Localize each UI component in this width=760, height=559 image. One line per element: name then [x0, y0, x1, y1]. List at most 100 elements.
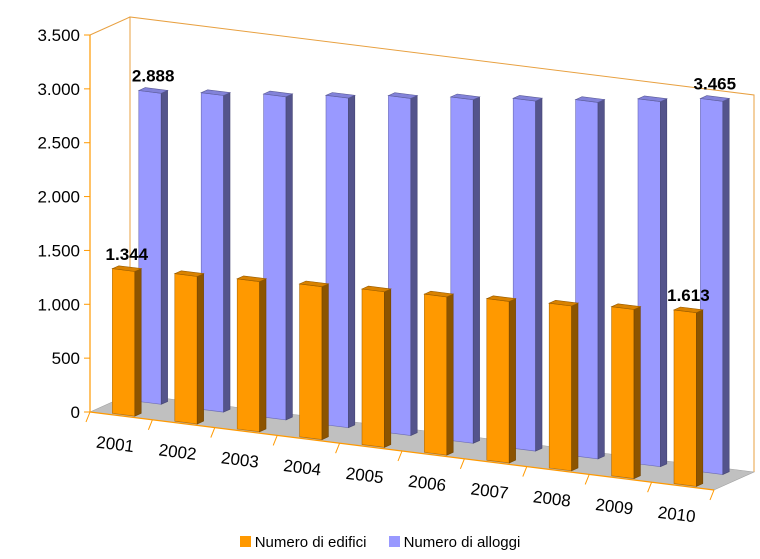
bar-edifici-2002-top: [173, 270, 205, 277]
bar-edifici-2001-front: [112, 268, 136, 417]
bar-alloggi-2001: [137, 87, 169, 405]
bar-alloggi-2004: [324, 92, 356, 429]
y-tick-label: 0: [71, 403, 80, 422]
x-tick-label-2004: 2004: [282, 456, 322, 480]
y-tick-label: 3.000: [37, 80, 80, 99]
bar-alloggi-2004-top: [324, 92, 356, 99]
bar-alloggi-2004-front: [325, 94, 349, 429]
bar-alloggi-2004-side: [348, 94, 356, 429]
x-tick-label-2009: 2009: [594, 495, 634, 519]
bar-alloggi-2001-side: [160, 89, 168, 405]
y-tick-label: 3.500: [37, 26, 80, 45]
bar-edifici-2007-top: [485, 295, 517, 302]
x-tick-mark: [709, 489, 715, 501]
x-tick-mark: [210, 427, 216, 438]
bar-edifici-2008-front: [548, 302, 572, 472]
bar-edifici-2004-front: [299, 283, 323, 440]
y-axis: 0 500 1.000 1.500 2.000 2.500 3.000 3.500: [37, 26, 91, 422]
bar-edifici-2001-top: [111, 265, 143, 272]
x-tick-label-2007: 2007: [470, 479, 510, 503]
bar-alloggi-2007-side: [535, 97, 543, 452]
x-tick-mark: [272, 435, 278, 446]
x-tick-label-2003: 2003: [220, 448, 260, 472]
bar-alloggi-2001-top: [137, 87, 169, 94]
bar-edifici-2005: [360, 285, 392, 448]
y-tick-label: 500: [52, 349, 80, 368]
bar-edifici-2004: [298, 280, 330, 441]
bar-edifici-2003-front: [236, 278, 260, 433]
bar-edifici-2007-front: [486, 298, 510, 464]
chart-walls: [89, 16, 755, 472]
bar-alloggi-2009: [636, 95, 668, 468]
bar-alloggi-2003-side: [285, 93, 293, 421]
bar-edifici-2006-front: [424, 293, 448, 456]
x-tick-mark: [522, 466, 528, 477]
bar-edifici-2002-side: [196, 273, 204, 425]
bar-alloggi-2008-top: [574, 96, 606, 103]
bar-edifici-2006: [423, 290, 455, 456]
bar-alloggi-2002: [200, 89, 232, 413]
bar-alloggi-2006-top: [449, 93, 481, 101]
bar-edifici-2010-side: [696, 309, 704, 487]
bar-edifici-2009-side: [633, 306, 641, 480]
series-edifici-bars: [111, 265, 704, 487]
x-axis: 2001 2002 2003 2004 2005 2006 2007 2008 2009 2010: [85, 411, 715, 527]
bar-edifici-2003: [236, 275, 268, 433]
bar-alloggi-2007-top: [512, 95, 544, 102]
bar-alloggi-2002-top: [200, 89, 232, 96]
y-tick-label: 1.000: [37, 295, 80, 314]
bar-edifici-2010: [672, 306, 704, 487]
bar-alloggi-2007-front: [512, 97, 536, 452]
bar-edifici-2004-top: [298, 280, 330, 288]
bar-edifici-2006-side: [446, 293, 454, 456]
y-tick-label: 1.500: [37, 241, 80, 260]
x-tick-label-2006: 2006: [407, 472, 447, 496]
x-tick-mark: [584, 474, 590, 485]
bar-edifici-2003-side: [259, 278, 267, 433]
legend-swatch-alloggi: [388, 536, 400, 547]
bar-edifici-2010-top: [672, 306, 704, 314]
bar-alloggi-2010-top: [699, 95, 731, 102]
legend-item-alloggi: Numero di alloggi: [388, 534, 521, 551]
x-tick-mark: [397, 450, 403, 462]
side-wall-edge: [89, 16, 131, 36]
bar-alloggi-2005: [387, 92, 419, 436]
bar-edifici-2010-front: [673, 309, 697, 487]
bar-edifici-2007: [485, 295, 517, 464]
legend-label-edifici: Numero di edifici: [254, 534, 367, 551]
data-labels: 1.344 1.613 2.888 3.465: [106, 67, 737, 305]
legend: Numero di edifici Numero di alloggi: [0, 534, 760, 551]
bar-alloggi-2008-side: [597, 99, 605, 460]
bar-edifici-2009-top: [610, 303, 642, 310]
bar-edifici-2004-side: [321, 283, 329, 441]
bar-edifici-2003-top: [236, 275, 268, 282]
bar-alloggi-2008: [574, 96, 606, 460]
bar-alloggi-2005-front: [388, 95, 412, 436]
back-wall-edge: [129, 16, 755, 472]
bar-alloggi-2010-side: [722, 97, 730, 475]
legend-swatch-edifici: [239, 536, 251, 547]
bar-edifici-2001-side: [134, 268, 142, 417]
x-tick-label-2001: 2001: [95, 433, 135, 457]
bar-edifici-2005-side: [384, 288, 392, 448]
data-label-2010: 3.465: [694, 75, 737, 94]
legend-item-edifici: Numero di edifici: [239, 534, 367, 551]
bar-alloggi-2006-side: [472, 96, 480, 444]
bar-edifici-2008: [548, 299, 580, 472]
legend-label-alloggi: Numero di alloggi: [403, 534, 521, 551]
bar-alloggi-2009-front: [637, 98, 661, 468]
bar-edifici-2007-side: [508, 298, 516, 464]
bar-alloggi-2006-front: [450, 96, 474, 444]
x-tick-label-2010: 2010: [657, 503, 697, 527]
series-alloggi-bars: [137, 87, 731, 475]
x-tick-label-2002: 2002: [158, 440, 198, 464]
bar-alloggi-2009-side: [660, 98, 668, 468]
x-tick-mark: [335, 443, 341, 454]
y-tick-label: 2.000: [37, 188, 80, 207]
bar-alloggi-2008-front: [575, 99, 599, 460]
bar-alloggi-2005-top: [387, 92, 419, 99]
bar-alloggi-2003: [262, 90, 294, 421]
bar-alloggi-2003-top: [262, 90, 294, 98]
bar-alloggi-2010: [699, 95, 731, 475]
